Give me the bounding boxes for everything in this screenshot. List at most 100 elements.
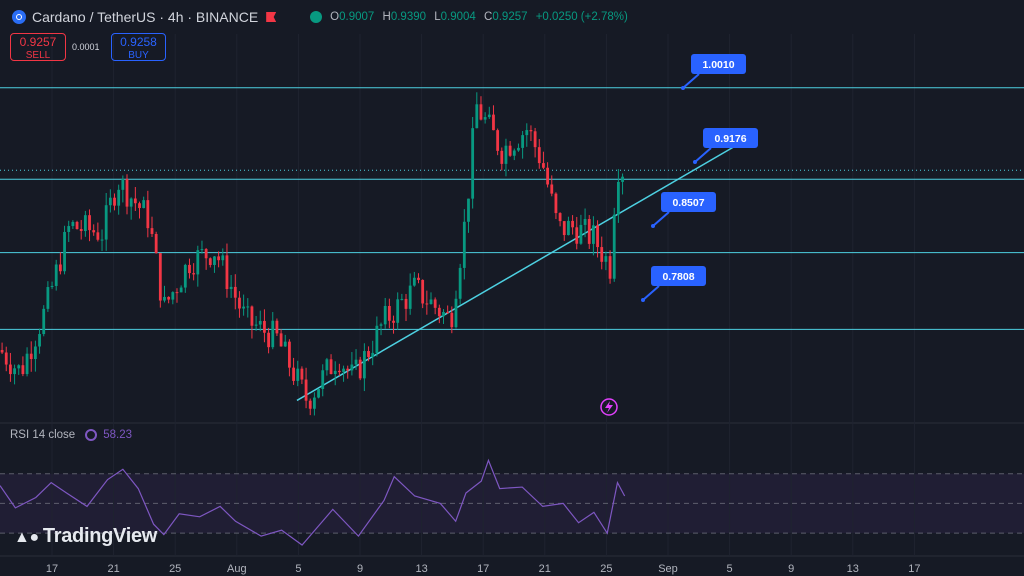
candle-body [208, 258, 212, 265]
candle-body [213, 256, 216, 265]
candle-body [321, 370, 325, 390]
market-status-icon[interactable] [310, 11, 323, 23]
candle [104, 193, 108, 251]
candle-body [329, 359, 333, 375]
candle-body [233, 286, 237, 298]
candle [108, 189, 112, 213]
candle-body [333, 370, 337, 375]
x-tick-label: Aug [227, 563, 247, 575]
candle [200, 240, 204, 254]
callout-pointer [694, 147, 712, 163]
candle-body [9, 364, 12, 375]
candle [83, 210, 87, 237]
candle-body [254, 324, 258, 326]
callout-box [661, 192, 716, 212]
candle-body [100, 239, 104, 241]
callout-anchor [681, 86, 685, 90]
candle-body [454, 298, 458, 328]
candle [25, 347, 29, 377]
candle [213, 256, 216, 273]
candle-body [367, 351, 370, 358]
sell-button[interactable]: 0.9257 SELL [10, 33, 66, 61]
candle-body [192, 273, 196, 275]
candle-body [467, 198, 470, 222]
candle [67, 220, 71, 242]
candle [533, 127, 537, 158]
callout-pointer [642, 285, 660, 301]
candle [379, 322, 383, 336]
candle-body [458, 267, 462, 299]
price-callout[interactable]: 0.9176 [693, 128, 758, 164]
candle [117, 184, 121, 215]
candle [146, 190, 150, 238]
candle [383, 297, 387, 329]
candle-body [446, 311, 450, 313]
buy-button[interactable]: 0.9258 BUY [111, 33, 166, 61]
candle-body [354, 359, 358, 365]
candle [300, 366, 304, 385]
candle-body [279, 333, 283, 347]
candle-body [496, 130, 500, 151]
candle [496, 128, 500, 156]
candle-body [554, 193, 558, 214]
candle-body [221, 255, 225, 261]
rsi-band [0, 473, 1024, 534]
change-value: +0.0250 (+2.78%) [535, 11, 628, 23]
candle-body [200, 249, 204, 251]
candle [188, 258, 191, 279]
candle-body [600, 247, 604, 262]
candle-body [42, 308, 46, 335]
lightning-icon[interactable] [600, 398, 618, 416]
candle [450, 306, 454, 334]
candle [575, 216, 579, 250]
candle-body [575, 227, 579, 244]
candle-body [525, 130, 529, 136]
candle [600, 236, 604, 270]
candle-body [133, 198, 137, 204]
candle-body [387, 305, 391, 321]
candle-body [196, 250, 200, 275]
candle [233, 274, 237, 310]
flag-icon[interactable] [266, 12, 277, 22]
candle-body [437, 307, 441, 317]
watermark-text: TradingView [42, 525, 158, 547]
candle [483, 112, 487, 124]
candle [454, 290, 458, 329]
candle-body [258, 320, 262, 325]
candle-body [175, 292, 179, 294]
candle-body [50, 285, 54, 288]
candle [400, 293, 404, 301]
symbol-title[interactable]: Cardano / TetherUS · 4h · BINANCE [32, 9, 259, 25]
candle-body [46, 287, 50, 309]
rsi-legend[interactable]: RSI 14 close 58.23 [10, 429, 132, 441]
candle [171, 291, 175, 305]
candle-body [404, 298, 408, 309]
candle-body [29, 353, 33, 360]
candle [271, 312, 275, 350]
candle [479, 96, 483, 121]
price-callout[interactable]: 0.7808 [641, 266, 706, 302]
candle [467, 198, 470, 233]
candle-body [612, 214, 616, 279]
candle [175, 288, 179, 303]
price-callout[interactable]: 1.0010 [681, 54, 746, 90]
candle-body [421, 279, 425, 304]
close-value: 0.9257 [492, 11, 528, 23]
candle [71, 220, 75, 230]
candle [529, 125, 533, 142]
candle-body [33, 346, 37, 360]
candle-body [25, 353, 29, 375]
candle [113, 193, 116, 211]
x-tick-label: 21 [107, 563, 119, 575]
price-callout[interactable]: 0.8507 [651, 192, 716, 228]
candle-body [283, 341, 287, 347]
candle [521, 130, 525, 159]
lightning-icon-bolt [605, 401, 613, 413]
candle-body [392, 320, 395, 323]
candle-body [67, 226, 71, 232]
candle [92, 224, 96, 236]
candle-body [54, 264, 58, 286]
rsi-settings-icon[interactable] [85, 429, 98, 441]
